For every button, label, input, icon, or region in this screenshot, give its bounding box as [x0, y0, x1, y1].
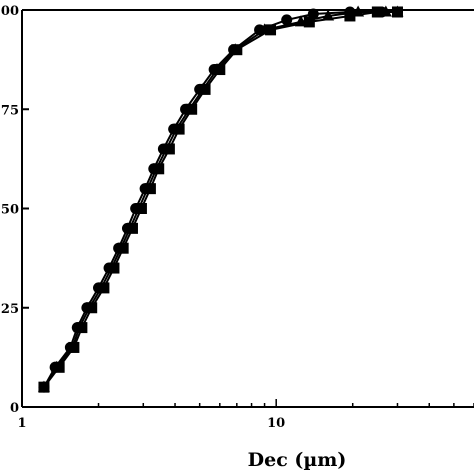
plot-frame	[21, 9, 474, 408]
data-point	[126, 222, 138, 234]
data-point	[86, 302, 98, 314]
data-point	[144, 183, 156, 195]
data-point	[153, 163, 165, 175]
data-point	[173, 123, 185, 135]
series-layer	[37, 5, 404, 393]
data-point	[53, 361, 65, 373]
data-point	[199, 83, 211, 95]
y-tick-label: 25	[1, 302, 19, 317]
data-point	[68, 341, 80, 353]
x-tick-label: 1	[17, 416, 26, 431]
data-point	[76, 322, 88, 334]
y-tick-label: 50	[1, 203, 19, 218]
x-tick-label: 10	[267, 416, 285, 431]
data-point	[214, 64, 226, 76]
ticks-layer: 0 25 50 75 100 1 10	[0, 4, 474, 431]
data-point	[265, 24, 277, 36]
data-point	[344, 10, 356, 22]
data-point	[117, 242, 129, 254]
x-axis-title: Dec (µm)	[248, 449, 347, 471]
data-point	[371, 6, 383, 18]
y-tick-label: 75	[1, 103, 19, 118]
data-point	[303, 16, 315, 28]
data-point	[322, 9, 335, 21]
data-point	[135, 203, 147, 214]
data-point	[38, 381, 50, 393]
data-point	[108, 262, 120, 274]
data-point	[281, 14, 293, 26]
data-point	[98, 282, 110, 294]
y-tick-label: 0	[10, 401, 19, 416]
data-point	[231, 44, 243, 56]
data-point	[391, 6, 403, 18]
data-point	[163, 143, 175, 155]
series-square	[38, 6, 403, 393]
data-point	[186, 103, 198, 115]
y-tick-label: 100	[0, 4, 19, 19]
